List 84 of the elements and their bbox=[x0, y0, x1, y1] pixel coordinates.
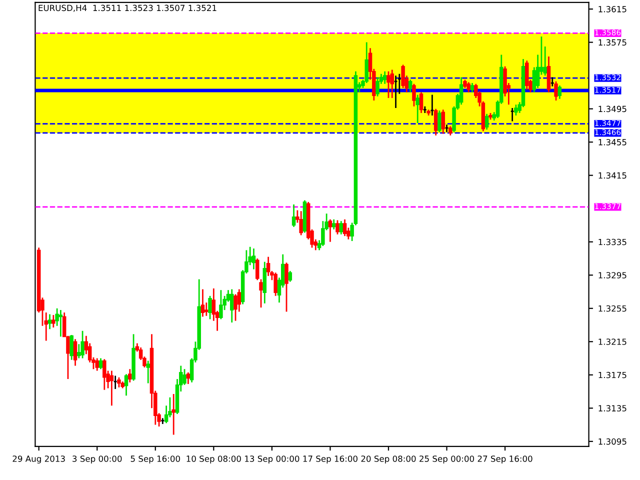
x-tick-label: 13 Sep 00:00 bbox=[245, 456, 300, 464]
candlestick bbox=[230, 288, 234, 324]
candlestick bbox=[186, 372, 190, 385]
candlestick bbox=[70, 334, 74, 361]
candlestick bbox=[394, 74, 398, 109]
candlestick bbox=[288, 270, 292, 282]
candlestick bbox=[336, 220, 340, 236]
chart-title: EURUSD,H4 1.3511 1.3523 1.3507 1.3521 bbox=[38, 4, 216, 12]
candlestick bbox=[117, 376, 121, 388]
candlestick bbox=[328, 218, 332, 243]
candlestick bbox=[412, 83, 416, 108]
candlestick bbox=[386, 70, 390, 99]
candlestick bbox=[102, 358, 106, 391]
candlestick bbox=[554, 80, 558, 102]
y-tick-label: 1.3215 bbox=[598, 338, 626, 345]
y-tick-label: 1.3295 bbox=[598, 272, 626, 278]
candlestick bbox=[342, 218, 347, 237]
x-tick-label: 25 Sep 00:00 bbox=[420, 456, 474, 464]
candlestick bbox=[510, 107, 514, 122]
candlestick bbox=[332, 218, 336, 230]
candlestick bbox=[284, 262, 288, 312]
x-tick-label: 20 Sep 08:00 bbox=[361, 456, 416, 464]
candlestick bbox=[128, 368, 132, 384]
candlestick bbox=[292, 204, 296, 228]
candlestick bbox=[182, 368, 186, 386]
candlestick bbox=[434, 108, 438, 136]
candlestick bbox=[441, 108, 445, 134]
candlestick bbox=[73, 338, 78, 366]
y-tick-label: 1.3575 bbox=[598, 39, 626, 46]
candlestick bbox=[558, 84, 562, 100]
candlestick bbox=[546, 56, 551, 93]
candlestick bbox=[364, 42, 369, 84]
y-tick-label: 1.3135 bbox=[598, 405, 626, 412]
candlestick bbox=[299, 210, 303, 236]
candlestick bbox=[255, 258, 260, 281]
candlestick bbox=[382, 70, 387, 85]
candlestick bbox=[339, 220, 344, 236]
candlestick bbox=[98, 358, 103, 370]
candlestick bbox=[146, 360, 150, 384]
candlestick bbox=[252, 248, 256, 270]
candlestick bbox=[376, 76, 380, 98]
candlestick bbox=[52, 314, 56, 328]
y-tick-label: 1.3415 bbox=[598, 172, 626, 179]
candlestick bbox=[48, 314, 52, 330]
candlestick bbox=[438, 110, 442, 133]
x-tick-label: 10 Sep 08:00 bbox=[186, 456, 241, 464]
y-tick-label: 1.3335 bbox=[598, 238, 626, 246]
candlestick bbox=[401, 64, 405, 89]
candlestick bbox=[204, 302, 208, 317]
y-tick-label: 1.3255 bbox=[598, 305, 626, 312]
candlestick bbox=[459, 76, 464, 106]
candlestick bbox=[390, 69, 394, 99]
candlestick bbox=[470, 82, 474, 93]
candlestick bbox=[200, 288, 205, 318]
candlestick bbox=[448, 126, 452, 136]
candlestick bbox=[58, 309, 63, 338]
candlestick bbox=[525, 60, 529, 90]
x-tick-label: 17 Sep 16:00 bbox=[303, 456, 358, 464]
x-tick-label: 29 Aug 2013 bbox=[12, 456, 65, 464]
candlestick bbox=[110, 370, 114, 406]
candlestick bbox=[408, 79, 412, 93]
candlestick bbox=[466, 82, 470, 93]
candlestick bbox=[80, 330, 84, 359]
candlestick bbox=[416, 94, 420, 124]
x-tick-label: 27 Sep 16:00 bbox=[478, 456, 532, 464]
x-tick-label: 5 Sep 16:00 bbox=[130, 456, 180, 464]
candlestick bbox=[208, 295, 212, 320]
y-tick-label: 1.3175 bbox=[598, 372, 626, 378]
candlestick bbox=[124, 373, 128, 396]
candlestick bbox=[419, 92, 424, 114]
candlestick bbox=[234, 294, 238, 322]
candlestick bbox=[95, 358, 99, 372]
y-tick-label: 1.3455 bbox=[598, 139, 626, 146]
candlestick bbox=[219, 289, 223, 320]
candlestick bbox=[484, 113, 489, 130]
candlestick bbox=[514, 104, 518, 116]
y-tick-label: 1.3615 bbox=[598, 6, 626, 12]
candlestick bbox=[274, 272, 278, 297]
y-tick-label: 1.3095 bbox=[598, 438, 626, 445]
candlestick bbox=[266, 256, 270, 277]
y-tick-label: 1.3495 bbox=[598, 106, 626, 112]
x-tick-label: 3 Sep 00:00 bbox=[72, 456, 122, 464]
candlestick bbox=[259, 278, 263, 308]
candlestick bbox=[172, 393, 176, 436]
